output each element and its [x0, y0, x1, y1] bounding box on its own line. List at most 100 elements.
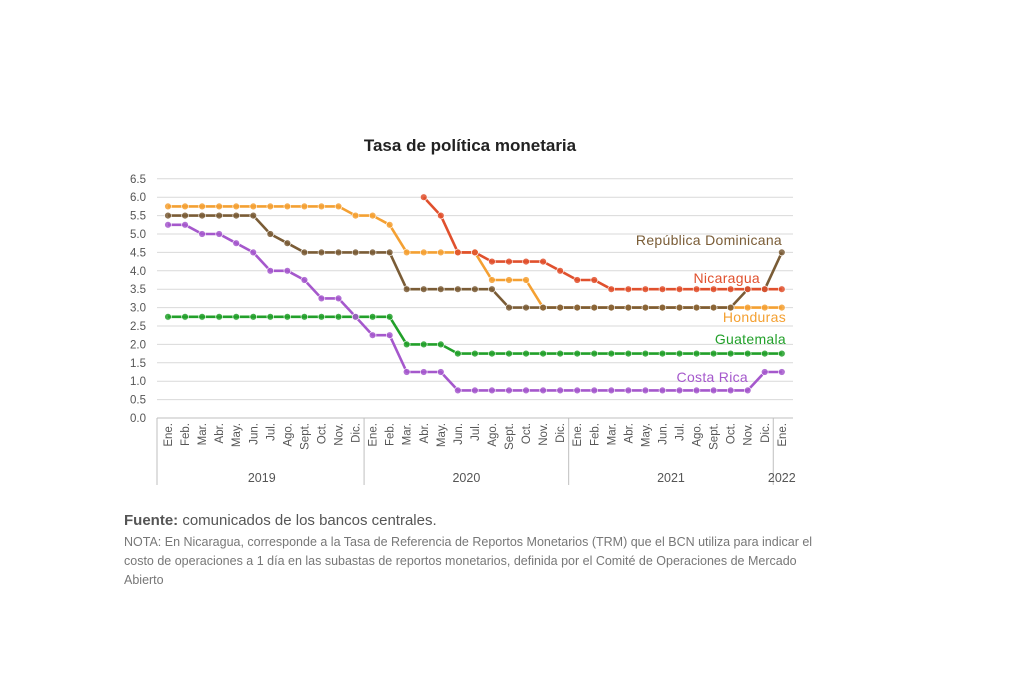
y-tick-label: 5.5	[130, 211, 146, 223]
series-annotation: República Dominicana	[636, 232, 782, 248]
year-label: 2020	[452, 471, 480, 485]
data-point-costa-rica	[590, 386, 598, 395]
source-label: Fuente:	[124, 512, 179, 529]
data-point-costa-rica	[403, 368, 411, 376]
x-tick-label: Feb.	[589, 423, 601, 446]
data-point-guatemala	[556, 349, 564, 358]
data-point-costa-rica	[607, 386, 615, 395]
data-point-guatemala	[641, 349, 650, 358]
y-tick-label: 2.0	[130, 339, 146, 351]
data-point-guatemala	[334, 313, 343, 321]
data-point-guatemala	[590, 349, 598, 358]
x-tick-label: Jul.	[470, 423, 482, 441]
y-tick-label: 4.0	[130, 266, 146, 278]
data-point-nicaragua	[522, 257, 530, 266]
data-point-republica-dominicana	[471, 285, 479, 293]
data-point-nicaragua	[658, 285, 667, 293]
data-point-honduras	[403, 248, 411, 257]
data-point-costa-rica	[692, 386, 701, 395]
x-tick-label: Ene.	[572, 423, 584, 447]
data-point-costa-rica	[164, 221, 172, 229]
x-tick-label: May.	[640, 423, 652, 447]
x-tick-label: Dic.	[351, 423, 363, 443]
data-point-honduras	[181, 202, 189, 211]
data-point-guatemala	[283, 313, 292, 321]
x-tick-label: Feb.	[385, 423, 397, 446]
x-tick-label: Jun.	[657, 423, 669, 445]
data-point-nicaragua	[641, 285, 650, 293]
series-annotation: Costa Rica	[677, 369, 748, 385]
data-point-guatemala	[164, 313, 172, 321]
data-point-honduras	[198, 202, 206, 211]
data-point-nicaragua	[420, 193, 428, 201]
data-point-costa-rica	[351, 313, 360, 321]
data-point-guatemala	[573, 349, 581, 358]
x-tick-label: Nov.	[334, 423, 346, 446]
source-line: Fuente: comunicados de los bancos centra…	[124, 512, 814, 529]
data-point-guatemala	[505, 349, 513, 358]
data-point-republica-dominicana	[573, 303, 581, 312]
x-tick-label: Ago.	[487, 423, 499, 447]
source-text: comunicados de los bancos centrales.	[178, 512, 437, 529]
data-point-republica-dominicana	[317, 248, 326, 257]
data-point-costa-rica	[658, 386, 667, 395]
series-line-nicaragua	[422, 196, 782, 291]
x-tick-label: Sept.	[504, 423, 516, 450]
data-point-nicaragua	[505, 257, 513, 266]
x-tick-label: Jun.	[453, 423, 465, 445]
data-point-nicaragua	[692, 285, 701, 293]
y-tick-label: 3.0	[130, 303, 146, 315]
data-point-honduras	[761, 303, 769, 312]
x-tick-label: Abr.	[419, 423, 431, 443]
data-point-costa-rica	[471, 386, 479, 395]
data-point-honduras	[420, 248, 428, 257]
data-point-nicaragua	[675, 285, 684, 293]
data-point-republica-dominicana	[709, 303, 718, 312]
data-point-guatemala	[403, 340, 411, 349]
series-annotations: República Dominicana Nicaragua Honduras Gua…	[636, 232, 786, 385]
data-point-guatemala	[300, 313, 309, 321]
data-point-republica-dominicana	[539, 303, 547, 312]
data-point-republica-dominicana	[641, 303, 650, 312]
data-point-republica-dominicana	[607, 303, 615, 312]
data-point-guatemala	[215, 313, 223, 321]
data-point-honduras	[164, 202, 172, 211]
data-point-costa-rica	[283, 267, 292, 275]
data-point-costa-rica	[505, 386, 513, 395]
data-point-nicaragua	[539, 257, 547, 266]
data-point-republica-dominicana	[624, 303, 633, 312]
data-point-honduras	[778, 303, 786, 312]
data-point-guatemala	[368, 313, 377, 321]
x-tick-label: May.	[436, 423, 448, 447]
data-point-republica-dominicana	[300, 248, 309, 257]
data-point-honduras	[505, 276, 513, 284]
data-point-costa-rica	[488, 386, 496, 395]
data-point-honduras	[334, 202, 343, 211]
data-point-republica-dominicana	[403, 285, 411, 293]
x-tick-label: Mar.	[197, 423, 209, 445]
x-tick-label: Abr.	[623, 423, 635, 443]
data-point-honduras	[488, 276, 496, 284]
series-line-guatemala	[168, 315, 782, 355]
data-point-costa-rica	[522, 386, 530, 395]
x-tick-label: Abr.	[214, 423, 226, 443]
data-point-guatemala	[743, 349, 752, 358]
data-point-nicaragua	[761, 285, 769, 293]
chart-title: Tasa de política monetaria	[363, 136, 577, 155]
series-annotation: Guatemala	[715, 331, 786, 347]
data-point-republica-dominicana	[590, 303, 598, 312]
data-point-honduras	[249, 202, 257, 211]
data-point-nicaragua	[778, 285, 786, 293]
data-point-costa-rica	[556, 386, 564, 395]
axes: 0.0 0.5 1.0 1.5 2.0 2.5 3.0 3.5 4.0 4.5 5.0 5.5 6.0 6…	[130, 174, 796, 485]
data-point-guatemala	[266, 313, 274, 321]
data-point-honduras	[232, 202, 240, 211]
data-point-guatemala	[539, 349, 547, 358]
x-tick-label: Oct.	[521, 423, 533, 444]
data-point-guatemala	[658, 349, 667, 358]
series-lines	[164, 193, 786, 395]
note-text: NOTA: En Nicaragua, corresponde a la Tas…	[124, 535, 813, 587]
data-point-costa-rica	[778, 368, 786, 376]
year-label: 2021	[657, 471, 685, 485]
data-point-nicaragua	[709, 285, 718, 293]
